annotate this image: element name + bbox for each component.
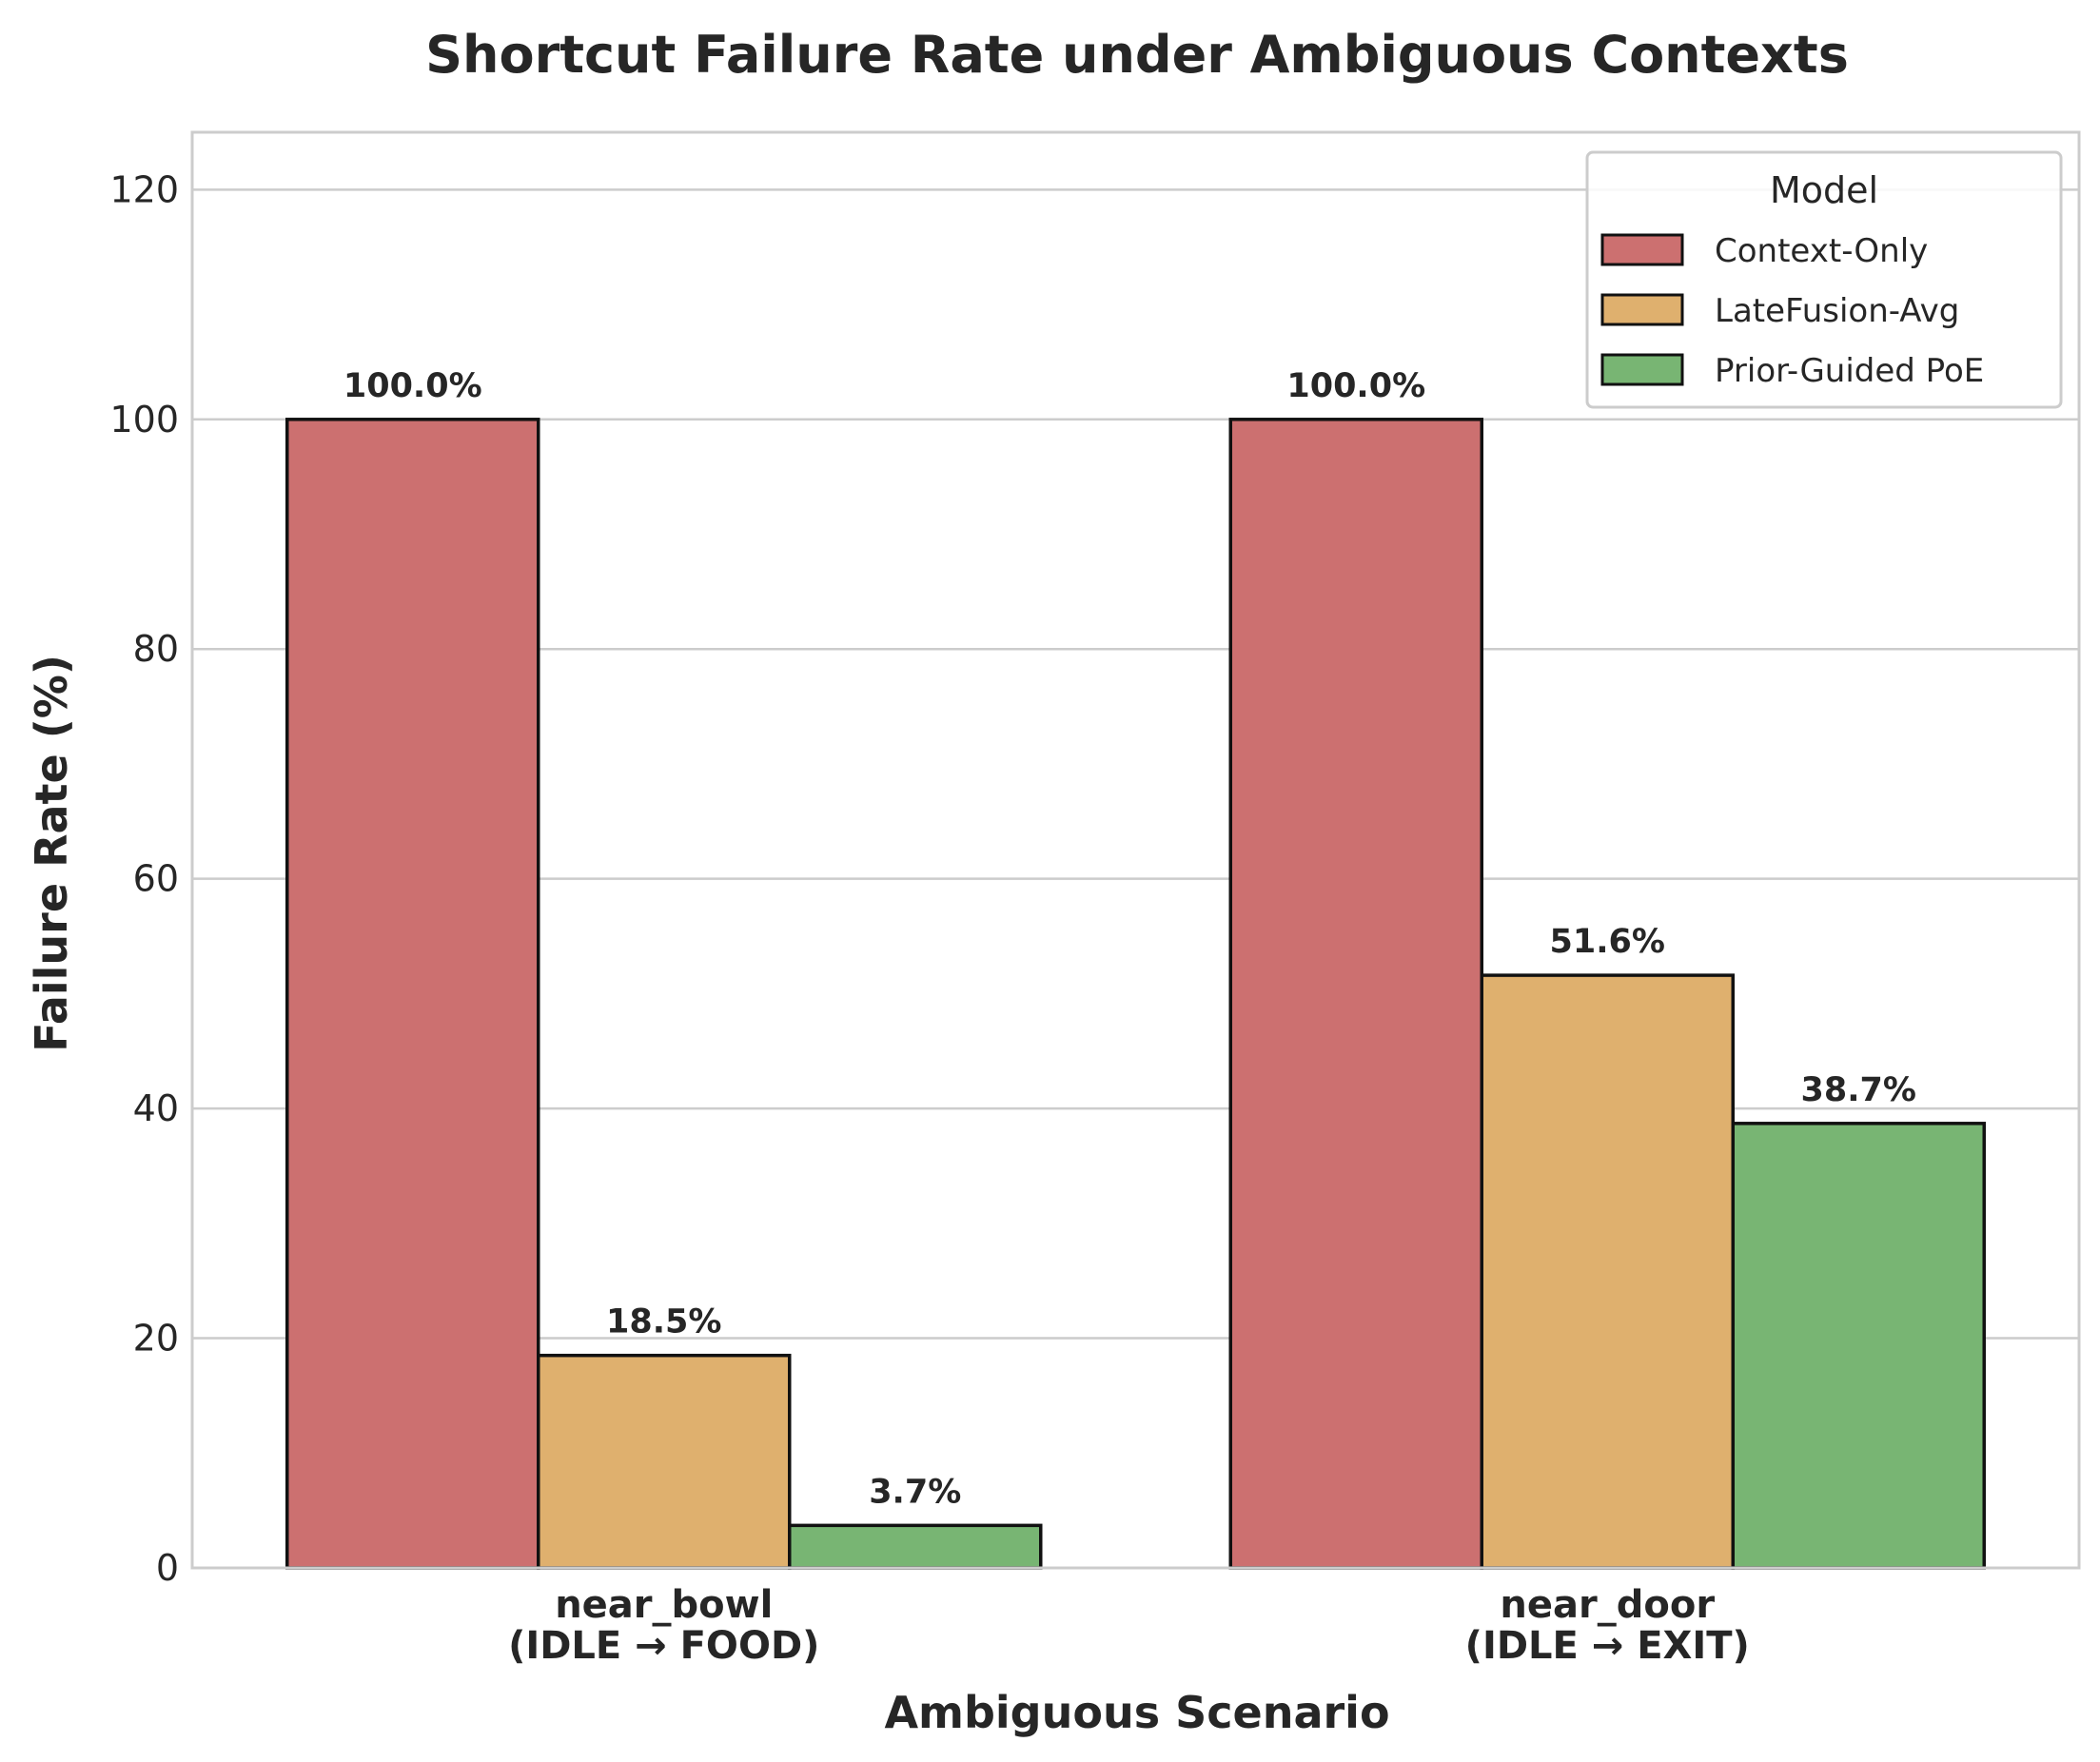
legend: Model Context-Only LateFusion-Avg Prior-Gu… bbox=[1585, 150, 2063, 409]
y-tick-label: 120 bbox=[109, 168, 179, 210]
legend-swatch bbox=[1600, 353, 1684, 386]
x-category-label: (IDLE → EXIT) bbox=[1465, 1624, 1750, 1668]
bar bbox=[285, 418, 540, 1570]
y-tick-label: 100 bbox=[109, 399, 179, 440]
bar-value-label: 38.7% bbox=[1801, 1071, 1916, 1109]
legend-entry-label: LateFusion-Avg bbox=[1715, 292, 1959, 330]
bar-value-label: 100.0% bbox=[343, 367, 482, 405]
y-tick-label: 0 bbox=[156, 1547, 179, 1589]
bar-value-label: 100.0% bbox=[1286, 367, 1425, 405]
legend-swatch bbox=[1600, 233, 1684, 266]
bar bbox=[1480, 973, 1735, 1570]
x-axis-categories: near_bowl(IDLE → FOOD) near_door(IDLE → E… bbox=[508, 1583, 1750, 1668]
plot-frame bbox=[190, 130, 2081, 1570]
y-tick-label: 60 bbox=[133, 858, 179, 900]
bar bbox=[1228, 418, 1483, 1570]
data-labels: 100.0% 18.5% 3.7% 100.0% 51.6% 38.7% bbox=[343, 367, 1916, 1512]
y-tick-label: 20 bbox=[133, 1318, 179, 1360]
legend-title: Model bbox=[1770, 169, 1878, 211]
y-tick-label: 40 bbox=[133, 1087, 179, 1129]
bar bbox=[1731, 1122, 1986, 1570]
x-axis-label: Ambiguous Scenario bbox=[884, 1687, 1389, 1738]
bars bbox=[285, 418, 1986, 1570]
x-category-label: (IDLE → FOOD) bbox=[508, 1624, 819, 1668]
y-axis-label: Failure Rate (%) bbox=[26, 655, 77, 1052]
legend-swatch bbox=[1600, 293, 1684, 326]
x-category-label: near_bowl bbox=[555, 1583, 773, 1627]
legend-entry-label: Prior-Guided PoE bbox=[1715, 352, 1984, 390]
bar bbox=[537, 1353, 792, 1570]
chart-title: Shortcut Failure Rate under Ambiguous Co… bbox=[425, 25, 1849, 85]
y-axis-ticks: 0 20 40 60 80 100 120 bbox=[109, 168, 179, 1589]
x-category-label: near_door bbox=[1500, 1583, 1715, 1627]
bar-value-label: 51.6% bbox=[1550, 923, 1665, 961]
bar bbox=[788, 1523, 1043, 1570]
y-tick-label: 80 bbox=[133, 628, 179, 670]
legend-box bbox=[1585, 150, 2063, 409]
bar-value-label: 3.7% bbox=[869, 1473, 961, 1511]
legend-entry-label: Context-Only bbox=[1715, 232, 1928, 270]
bar-value-label: 18.5% bbox=[606, 1303, 721, 1341]
